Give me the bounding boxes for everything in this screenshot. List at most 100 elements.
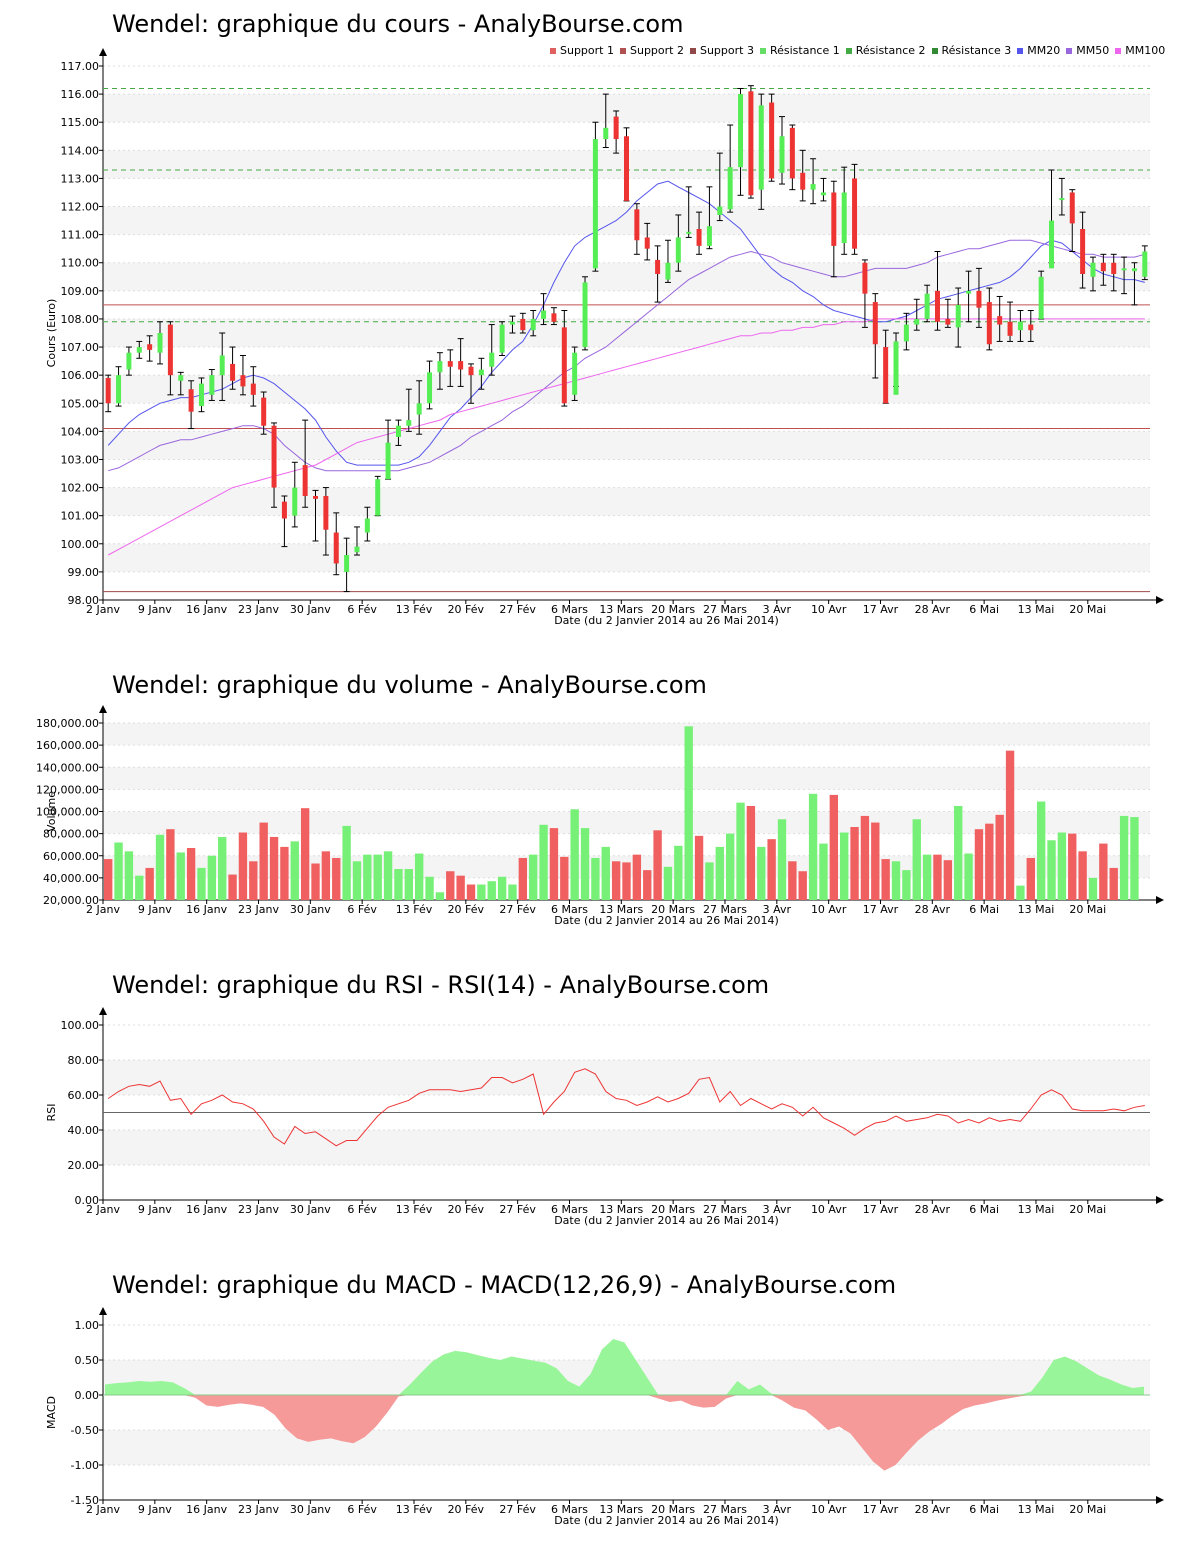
- volume-bar: [218, 836, 227, 900]
- y-tick-label: 99.00: [68, 566, 100, 579]
- candle-body: [188, 389, 194, 412]
- y-tick-label: 100,000.00: [36, 806, 99, 819]
- volume-bar: [207, 855, 217, 900]
- legend-swatch: [845, 48, 852, 54]
- y-tick-label: 80,000.00: [43, 828, 99, 841]
- x-tick-label: 27 Fév: [499, 603, 536, 616]
- volume-bar: [321, 851, 331, 900]
- candle-body: [178, 375, 184, 381]
- y-tick-label: 112.00: [61, 201, 100, 214]
- x-tick-label: 27 Fév: [499, 903, 536, 916]
- candle-body: [800, 172, 806, 190]
- x-tick-label: 6 Mai: [969, 1503, 999, 1516]
- grid-band: [103, 431, 1150, 460]
- volume-bar: [684, 726, 693, 900]
- volume-bar: [414, 853, 424, 900]
- candle-body: [271, 425, 277, 488]
- candle-body: [261, 397, 267, 426]
- candle-body: [344, 555, 350, 572]
- volume-bar: [663, 866, 673, 900]
- x-tick-label: 20 Mars: [651, 1203, 695, 1216]
- candle-body: [458, 361, 464, 370]
- x-tick-label: 6 Fév: [347, 603, 377, 616]
- legend-item: Résistance 1: [759, 44, 840, 57]
- volume-bar: [705, 862, 714, 900]
- x-tick-label: 27 Mars: [703, 1503, 747, 1516]
- volume-bar: [736, 802, 745, 900]
- x-axis-title: Date (du 2 Janvier 2014 au 26 Mai 2014): [554, 914, 779, 927]
- x-tick-label: 3 Avr: [763, 903, 792, 916]
- legend-swatch: [759, 48, 766, 54]
- y-tick-label: 0.00: [75, 1389, 100, 1402]
- candle-body: [893, 341, 899, 395]
- macd-positive-area: [105, 1339, 1144, 1395]
- y-tick-label: 0.00: [75, 1194, 100, 1207]
- y-tick-label: 104.00: [61, 425, 100, 438]
- candle-body: [1028, 324, 1034, 331]
- x-tick-label: 10 Avr: [811, 603, 847, 616]
- candle-body: [862, 262, 868, 294]
- macd-negative-area: [105, 1395, 1144, 1471]
- x-tick-label: 2 Janv: [86, 1503, 120, 1516]
- legend-item: MM100: [1115, 44, 1165, 57]
- x-tick-label: 13 Mars: [599, 603, 643, 616]
- y-tick-label: 160,000.00: [36, 739, 99, 752]
- y-tick-label: 0.50: [75, 1354, 100, 1367]
- candle-body: [292, 487, 298, 516]
- x-tick-label: 13 Fév: [396, 1503, 433, 1516]
- candle-body: [147, 344, 153, 350]
- candle-body: [520, 318, 526, 331]
- x-tick-label: 17 Avr: [863, 903, 899, 916]
- candle-body: [385, 442, 391, 480]
- volume-bar: [394, 869, 403, 900]
- legend-swatch: [1017, 48, 1024, 54]
- volume-bar: [694, 835, 704, 900]
- x-axis-title: Date (du 2 Janvier 2014 au 26 Mai 2014): [554, 1214, 779, 1227]
- volume-bar: [570, 809, 579, 900]
- volume-bar: [1130, 817, 1139, 900]
- legend-label: Résistance 1: [769, 44, 840, 57]
- legend-item: MM20: [1017, 44, 1060, 57]
- x-tick-label: 23 Janv: [238, 603, 279, 616]
- y-axis-arrow: [99, 1007, 107, 1015]
- volume-bar: [798, 871, 807, 900]
- y-axis-arrow: [99, 1307, 107, 1315]
- candle-body: [779, 136, 785, 173]
- volume-bar: [757, 846, 766, 900]
- candle-body: [686, 231, 692, 234]
- volume-bar: [985, 823, 994, 900]
- candle-body: [478, 369, 484, 376]
- volume-chart-title: Wendel: graphique du volume - AnalyBours…: [112, 671, 707, 699]
- candle-body: [1142, 251, 1148, 277]
- legend-item: Support 2: [619, 44, 684, 57]
- candle-body: [1121, 268, 1127, 271]
- volume-bar: [352, 861, 362, 900]
- y-tick-label: 116.00: [61, 88, 100, 101]
- y-axis-title: Volume: [45, 791, 58, 832]
- legend-label: MM50: [1076, 44, 1110, 57]
- mm100-line: [107, 318, 1145, 556]
- x-tick-label: 6 Mars: [551, 1503, 588, 1516]
- volume-bar: [497, 876, 507, 900]
- y-tick-label: 113.00: [61, 172, 100, 185]
- mm50-line: [108, 239, 1145, 472]
- y-axis-title: MACD: [45, 1396, 58, 1429]
- x-tick-label: 20 Fév: [448, 1503, 485, 1516]
- candle-body: [624, 136, 629, 201]
- legend-item: MM50: [1066, 44, 1109, 57]
- x-tick-label: 13 Mai: [1018, 603, 1055, 616]
- candle-body: [427, 372, 433, 404]
- volume-bar: [456, 875, 465, 900]
- x-tick-label: 6 Mars: [551, 903, 588, 916]
- x-tick-label: 20 Fév: [448, 1203, 485, 1216]
- grid-band: [103, 1060, 1150, 1095]
- price-chart-title: Wendel: graphique du cours - AnalyBourse…: [112, 10, 684, 38]
- legend-swatch: [689, 48, 696, 54]
- candle-body: [281, 501, 287, 519]
- grid-band: [103, 723, 1150, 746]
- candle-body: [1049, 220, 1055, 269]
- y-tick-label: 180,000.00: [36, 717, 99, 730]
- volume-bar: [197, 867, 206, 900]
- candle-body: [1100, 262, 1106, 272]
- candle-body: [644, 237, 650, 249]
